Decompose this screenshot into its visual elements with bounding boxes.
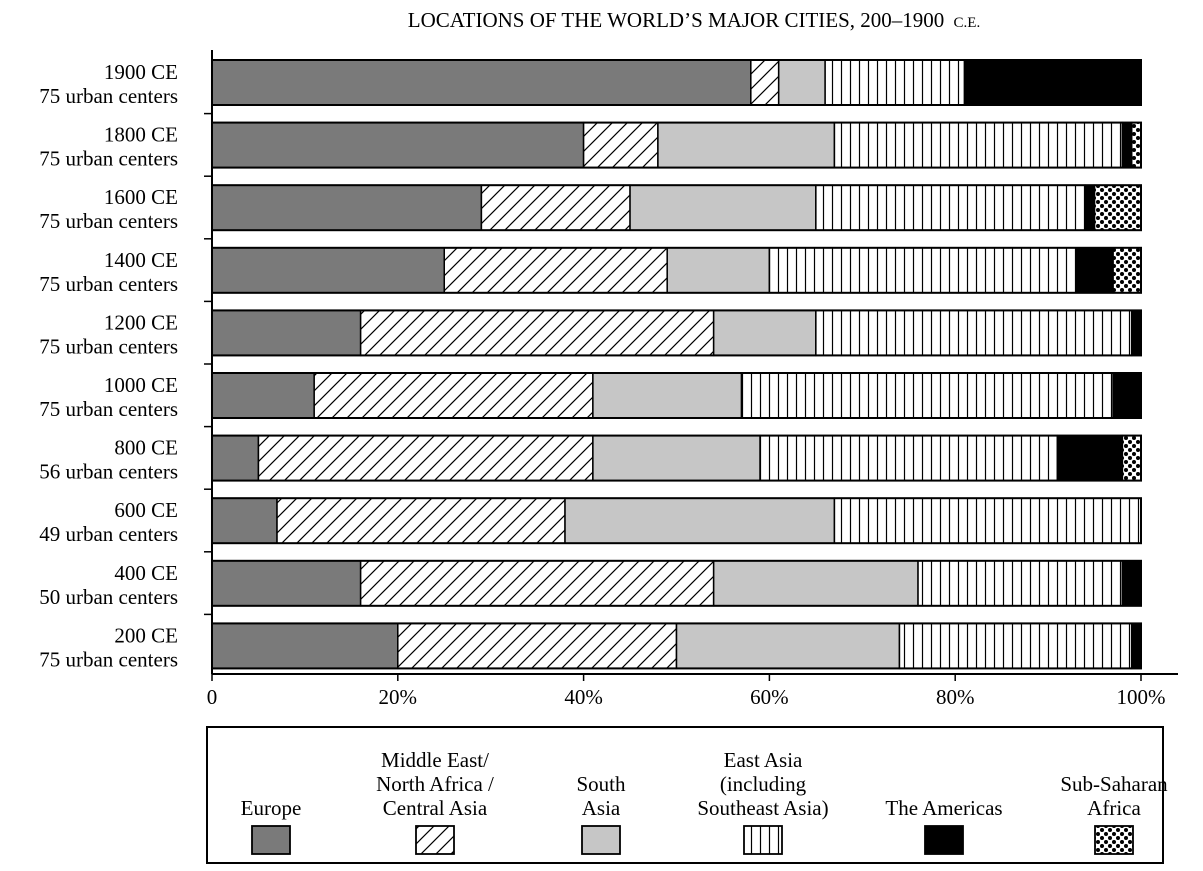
x-tick-label: 40% bbox=[564, 685, 603, 709]
row-label-year: 200 CE bbox=[114, 623, 178, 647]
bar-segment-800-ce-middle-east-north-africa-central-asia bbox=[257, 434, 594, 482]
bars-layer bbox=[211, 59, 1142, 670]
bar-segment-1200-ce-the-americas bbox=[1130, 309, 1142, 357]
bar-segment-200-ce-europe bbox=[211, 622, 399, 670]
bar-segment-1000-ce-south-asia bbox=[592, 372, 743, 419]
bar-segment-1200-ce-middle-east-north-africa-central-asia bbox=[359, 309, 715, 357]
axis-layer: 0 20% 40% 60% 80% 100% bbox=[204, 50, 1178, 709]
bar-segment-1900-ce-east-asia-including-southeast-asia bbox=[824, 59, 966, 106]
row-label-year: 400 CE bbox=[114, 561, 178, 585]
bar-segment-800-ce-europe bbox=[211, 434, 260, 482]
bar-segment-800-ce-the-americas bbox=[1056, 434, 1124, 482]
bar-segment-400-ce-europe bbox=[211, 560, 362, 607]
bar-segment-1800-ce-middle-east-north-africa-central-asia bbox=[582, 121, 659, 169]
bar-segment-1000-ce-middle-east-north-africa-central-asia bbox=[313, 372, 594, 419]
bar-segment-1200-ce-south-asia bbox=[712, 309, 817, 357]
bar-segment-1400-ce-east-asia-including-southeast-asia bbox=[768, 247, 1077, 294]
x-tick-label: 0 bbox=[207, 685, 218, 709]
chart-title: LOCATIONS OF THE WORLD’S MAJOR CITIES, 2… bbox=[408, 8, 980, 32]
bar-segment-1600-ce-east-asia-including-southeast-asia bbox=[815, 184, 1087, 231]
bar-segment-1900-ce-middle-east-north-africa-central-asia bbox=[750, 59, 780, 106]
row-label-count: 75 urban centers bbox=[39, 209, 178, 233]
row-label-year: 1600 CE bbox=[104, 185, 178, 209]
bar-segment-1600-ce-middle-east-north-africa-central-asia bbox=[480, 184, 631, 231]
x-tick-label: 80% bbox=[936, 685, 975, 709]
bar-segment-1200-ce-east-asia-including-southeast-asia bbox=[815, 309, 1133, 357]
bar-segment-1600-ce-the-americas bbox=[1084, 184, 1096, 231]
bar-segment-1800-ce-south-asia bbox=[657, 121, 836, 169]
bar-segment-800-ce-south-asia bbox=[592, 434, 761, 482]
row-label-count: 56 urban centers bbox=[39, 460, 178, 484]
row-label-count: 75 urban centers bbox=[39, 147, 178, 171]
bar-segment-1000-ce-the-americas bbox=[1112, 372, 1142, 419]
legend bbox=[206, 726, 1164, 864]
bar-segment-1900-ce-the-americas bbox=[963, 59, 1142, 106]
bar-segment-1800-ce-east-asia-including-southeast-asia bbox=[833, 121, 1124, 169]
bar-segment-600-ce-middle-east-north-africa-central-asia bbox=[276, 497, 566, 544]
bar-segment-1800-ce-the-americas bbox=[1121, 121, 1133, 169]
row-label-count: 75 urban centers bbox=[39, 334, 178, 358]
row-label-year: 1800 CE bbox=[104, 123, 178, 147]
row-label-year: 1200 CE bbox=[104, 310, 178, 334]
row-label-year: 1900 CE bbox=[104, 60, 178, 84]
bar-segment-400-ce-middle-east-north-africa-central-asia bbox=[359, 560, 715, 607]
row-label-year: 1000 CE bbox=[104, 373, 178, 397]
bar-segment-200-ce-middle-east-north-africa-central-asia bbox=[397, 622, 678, 670]
chart-title-main: LOCATIONS OF THE WORLD’S MAJOR CITIES, 2… bbox=[408, 8, 945, 32]
bar-segment-1600-ce-sub-saharan-africa bbox=[1093, 184, 1142, 231]
chart-title-suffix: C.E. bbox=[954, 15, 981, 31]
bar-segment-800-ce-sub-saharan-africa bbox=[1121, 434, 1142, 482]
bar-segment-1600-ce-europe bbox=[211, 184, 483, 231]
row-label-count: 75 urban centers bbox=[39, 84, 178, 108]
bar-segment-1200-ce-europe bbox=[211, 309, 362, 357]
bar-segment-1400-ce-sub-saharan-africa bbox=[1112, 247, 1142, 294]
bar-segment-1400-ce-south-asia bbox=[666, 247, 771, 294]
x-tick-label: 60% bbox=[750, 685, 789, 709]
bar-segment-1000-ce-east-asia-including-southeast-asia bbox=[740, 372, 1114, 419]
bar-segment-1800-ce-europe bbox=[211, 121, 585, 169]
row-label-year: 600 CE bbox=[114, 498, 178, 522]
row-label-count: 75 urban centers bbox=[39, 647, 178, 671]
x-tick-label: 20% bbox=[379, 685, 418, 709]
row-label-year: 800 CE bbox=[114, 436, 178, 460]
bar-segment-1400-ce-the-americas bbox=[1075, 247, 1114, 294]
row-label-count: 75 urban centers bbox=[39, 272, 178, 296]
bar-segment-1900-ce-south-asia bbox=[777, 59, 826, 106]
bar-segment-600-ce-east-asia-including-southeast-asia bbox=[833, 497, 1142, 544]
row-label-count: 50 urban centers bbox=[39, 585, 178, 609]
bar-segment-800-ce-east-asia-including-southeast-asia bbox=[759, 434, 1059, 482]
bar-segment-1400-ce-middle-east-north-africa-central-asia bbox=[443, 247, 668, 294]
bar-segment-400-ce-the-americas bbox=[1121, 560, 1142, 607]
x-tick-label: 100% bbox=[1117, 685, 1166, 709]
bar-segment-200-ce-east-asia-including-southeast-asia bbox=[898, 622, 1133, 670]
bar-segment-400-ce-south-asia bbox=[712, 560, 919, 607]
row-label-year: 1400 CE bbox=[104, 248, 178, 272]
bar-segment-1800-ce-sub-saharan-africa bbox=[1130, 121, 1142, 169]
bar-segment-200-ce-the-americas bbox=[1130, 622, 1142, 670]
bar-segment-1000-ce-europe bbox=[211, 372, 315, 419]
bar-segment-200-ce-south-asia bbox=[675, 622, 901, 670]
bar-segment-1600-ce-south-asia bbox=[629, 184, 817, 231]
bar-segment-400-ce-east-asia-including-southeast-asia bbox=[917, 560, 1124, 607]
bar-segment-1400-ce-europe bbox=[211, 247, 445, 294]
row-label-count: 75 urban centers bbox=[39, 397, 178, 421]
bar-segment-1900-ce-europe bbox=[211, 59, 752, 106]
bar-segment-600-ce-south-asia bbox=[564, 497, 836, 544]
bar-segment-600-ce-europe bbox=[211, 497, 278, 544]
row-label-count: 49 urban centers bbox=[39, 522, 178, 546]
